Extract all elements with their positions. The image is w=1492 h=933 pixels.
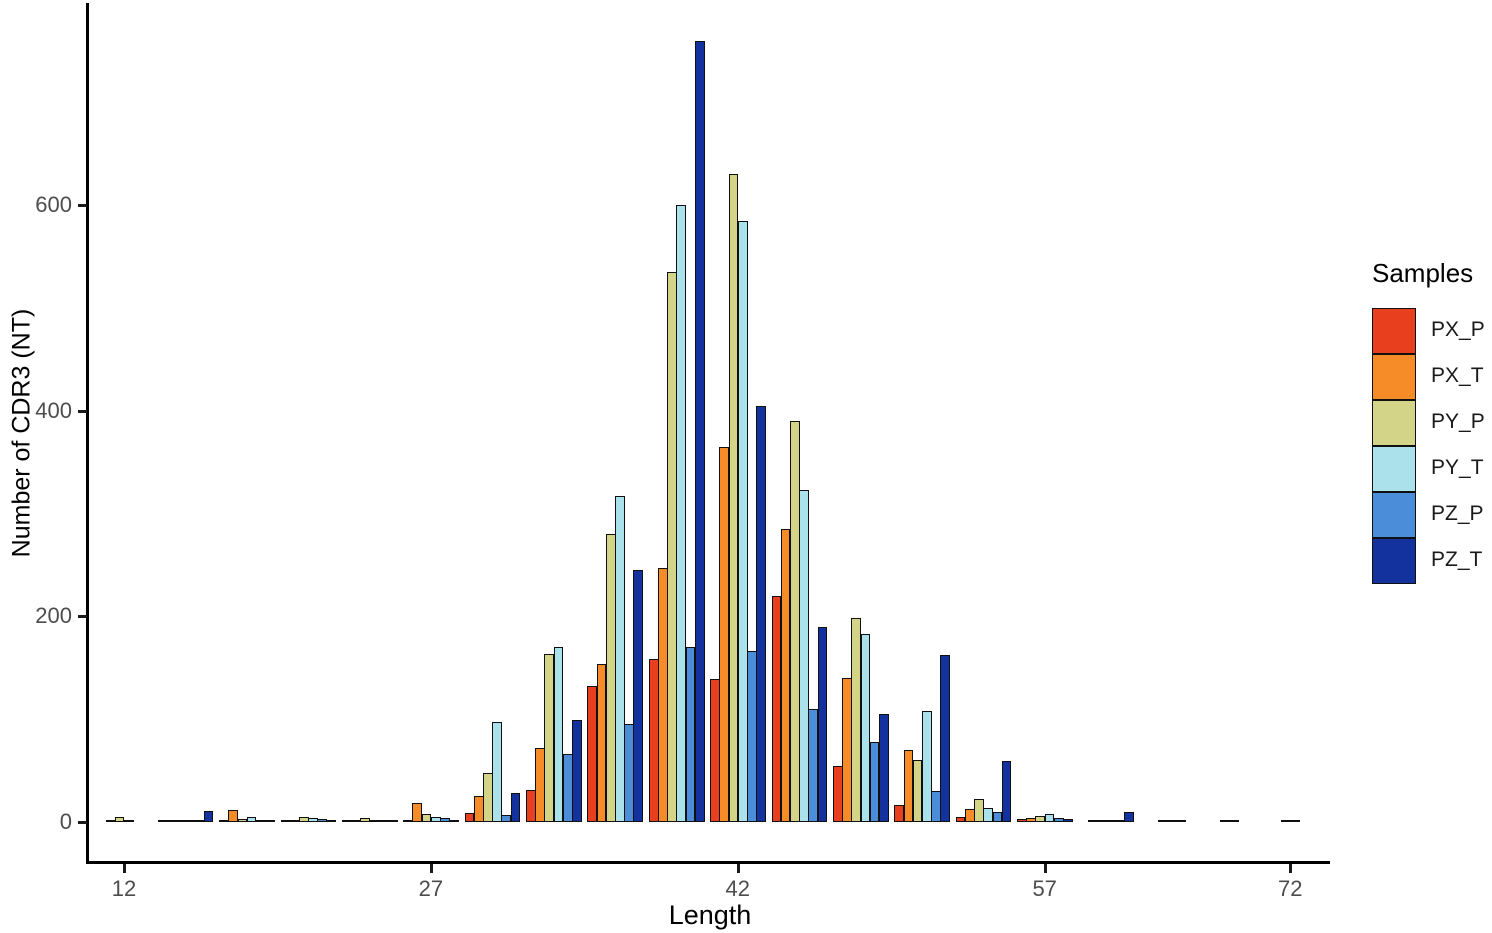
bar-PX_T-len54 <box>964 809 975 822</box>
legend-label-PY_T: PY_T <box>1431 456 1484 479</box>
legend-label-PX_P: PX_P <box>1431 318 1485 341</box>
x-axis-line <box>86 861 1330 864</box>
y-tick <box>78 821 87 824</box>
legend-swatch-PX_P <box>1372 307 1416 354</box>
bar-PX_P-len45 <box>771 596 782 822</box>
bar-PZ_T-len48 <box>878 714 889 822</box>
legend-item-PZ_T: PZ_T <box>1372 537 1485 584</box>
x-tick-label: 42 <box>725 876 751 901</box>
legend-item-PZ_P: PZ_P <box>1372 491 1485 538</box>
bar-PY_P-len72 <box>1281 820 1291 822</box>
bar-PZ_T-len30 <box>510 793 521 822</box>
legend-item-PY_T: PY_T <box>1372 445 1485 492</box>
bar-PZ_T-len21 <box>326 820 337 822</box>
bar-PX_P-len36 <box>587 686 598 822</box>
bar-PZ_T-len60 <box>1124 812 1135 822</box>
bar-PY_P-len33 <box>544 654 555 822</box>
bar-PX_T-len24 <box>351 820 361 822</box>
bar-PY_T-len51 <box>921 711 932 822</box>
bar-PY_P-len12 <box>114 817 125 822</box>
bar-PZ_T-len24 <box>387 820 398 822</box>
legend-label-PY_P: PY_P <box>1431 410 1485 433</box>
x-tick-label: 72 <box>1277 876 1303 901</box>
legend-label-PZ_P: PZ_P <box>1431 502 1484 525</box>
bar-PZ_P-len18 <box>255 820 266 822</box>
bar-PZ_T-len42 <box>756 406 766 822</box>
bar-PZ_T-len51 <box>940 655 951 822</box>
x-tick-label: 12 <box>111 876 137 901</box>
bar-PY_T-len39 <box>676 205 687 822</box>
x-axis-title: Length <box>668 900 752 930</box>
bar-PZ_P-len36 <box>624 724 634 822</box>
bar-PY_T-len30 <box>492 722 502 822</box>
y-axis-line <box>86 3 89 862</box>
legend-title: Samples <box>1372 258 1474 288</box>
legend-swatch-PZ_T <box>1372 537 1416 584</box>
bar-PZ_P-len45 <box>808 709 819 822</box>
bar-PZ_T-len57 <box>1063 819 1073 822</box>
bar-PY_T-len18 <box>246 817 257 822</box>
legend-item-PX_P: PX_P <box>1372 307 1485 354</box>
bar-PZ_T-len15 <box>203 811 214 822</box>
bar-PY_P-len42 <box>728 174 739 822</box>
y-tick <box>78 204 87 208</box>
legend-item-PY_P: PY_P <box>1372 399 1485 446</box>
legend-items: PX_P PX_T PY_P PY_T PZ_P PZ_T <box>1372 307 1485 584</box>
legend-label-PZ_T: PZ_T <box>1431 548 1483 571</box>
bar-PX_T-len27 <box>412 803 423 822</box>
bar-PX_T-len15 <box>166 820 177 822</box>
bar-PZ_P-len63 <box>1176 820 1187 822</box>
legend-swatch-PY_P <box>1372 399 1416 446</box>
y-tick <box>78 409 87 413</box>
bar-PX_T-len18 <box>228 810 239 822</box>
bar-PY_P-len51 <box>912 760 923 822</box>
x-tick <box>1043 864 1047 873</box>
bar-PZ_T-len54 <box>1001 761 1012 822</box>
y-tick <box>78 615 87 619</box>
x-tick-label: 27 <box>418 876 444 901</box>
legend: Samples PX_P PX_T PY_P PY_T PZ_P PZ_T <box>1372 258 1485 584</box>
bar-PZ_P-len27 <box>440 818 450 822</box>
bar-PY_T-len36 <box>615 496 625 822</box>
x-tick <box>429 864 433 873</box>
bar-PY_P-len60 <box>1096 820 1107 822</box>
legend-swatch-PZ_P <box>1372 491 1416 538</box>
y-tick-label: 0 <box>59 809 72 834</box>
bar-PY_T-len48 <box>860 634 871 822</box>
legend-item-PX_T: PX_T <box>1372 353 1485 400</box>
bar-PY_T-len45 <box>799 490 809 822</box>
bar-PZ_T-len33 <box>572 720 582 822</box>
y-tick-label: 400 <box>35 397 72 423</box>
bar-PY_T-len66 <box>1228 820 1239 822</box>
bar-PX_P-len18 <box>219 820 229 822</box>
bar-PZ_T-len18 <box>265 820 275 822</box>
bar-PY_T-len42 <box>737 221 748 822</box>
bar-PZ_T-len45 <box>817 627 828 822</box>
bar-PX_P-len27 <box>403 820 413 822</box>
bar-PY_T-len57 <box>1044 814 1055 822</box>
y-axis-title: Number of CDR3 (NT) <box>7 308 36 558</box>
bar-PY_T-len21 <box>308 818 318 822</box>
bar-PY_T-len72 <box>1290 820 1300 822</box>
x-tick <box>1289 864 1293 873</box>
bar-PZ_T-len27 <box>449 820 460 822</box>
legend-swatch-PX_T <box>1372 353 1416 400</box>
bar-PY_T-len12 <box>124 820 134 822</box>
bar-PY_T-len33 <box>553 647 564 822</box>
x-tick <box>123 864 126 873</box>
x-tick-label: 57 <box>1032 876 1057 901</box>
x-tick <box>736 864 740 873</box>
bar-PZ_T-len36 <box>633 570 644 822</box>
bar-PZ_T-len39 <box>694 41 705 822</box>
y-tick-label: 600 <box>35 192 72 218</box>
legend-swatch-PY_T <box>1372 445 1416 492</box>
legend-label-PX_T: PX_T <box>1431 364 1484 387</box>
y-tick-label: 200 <box>35 603 72 629</box>
